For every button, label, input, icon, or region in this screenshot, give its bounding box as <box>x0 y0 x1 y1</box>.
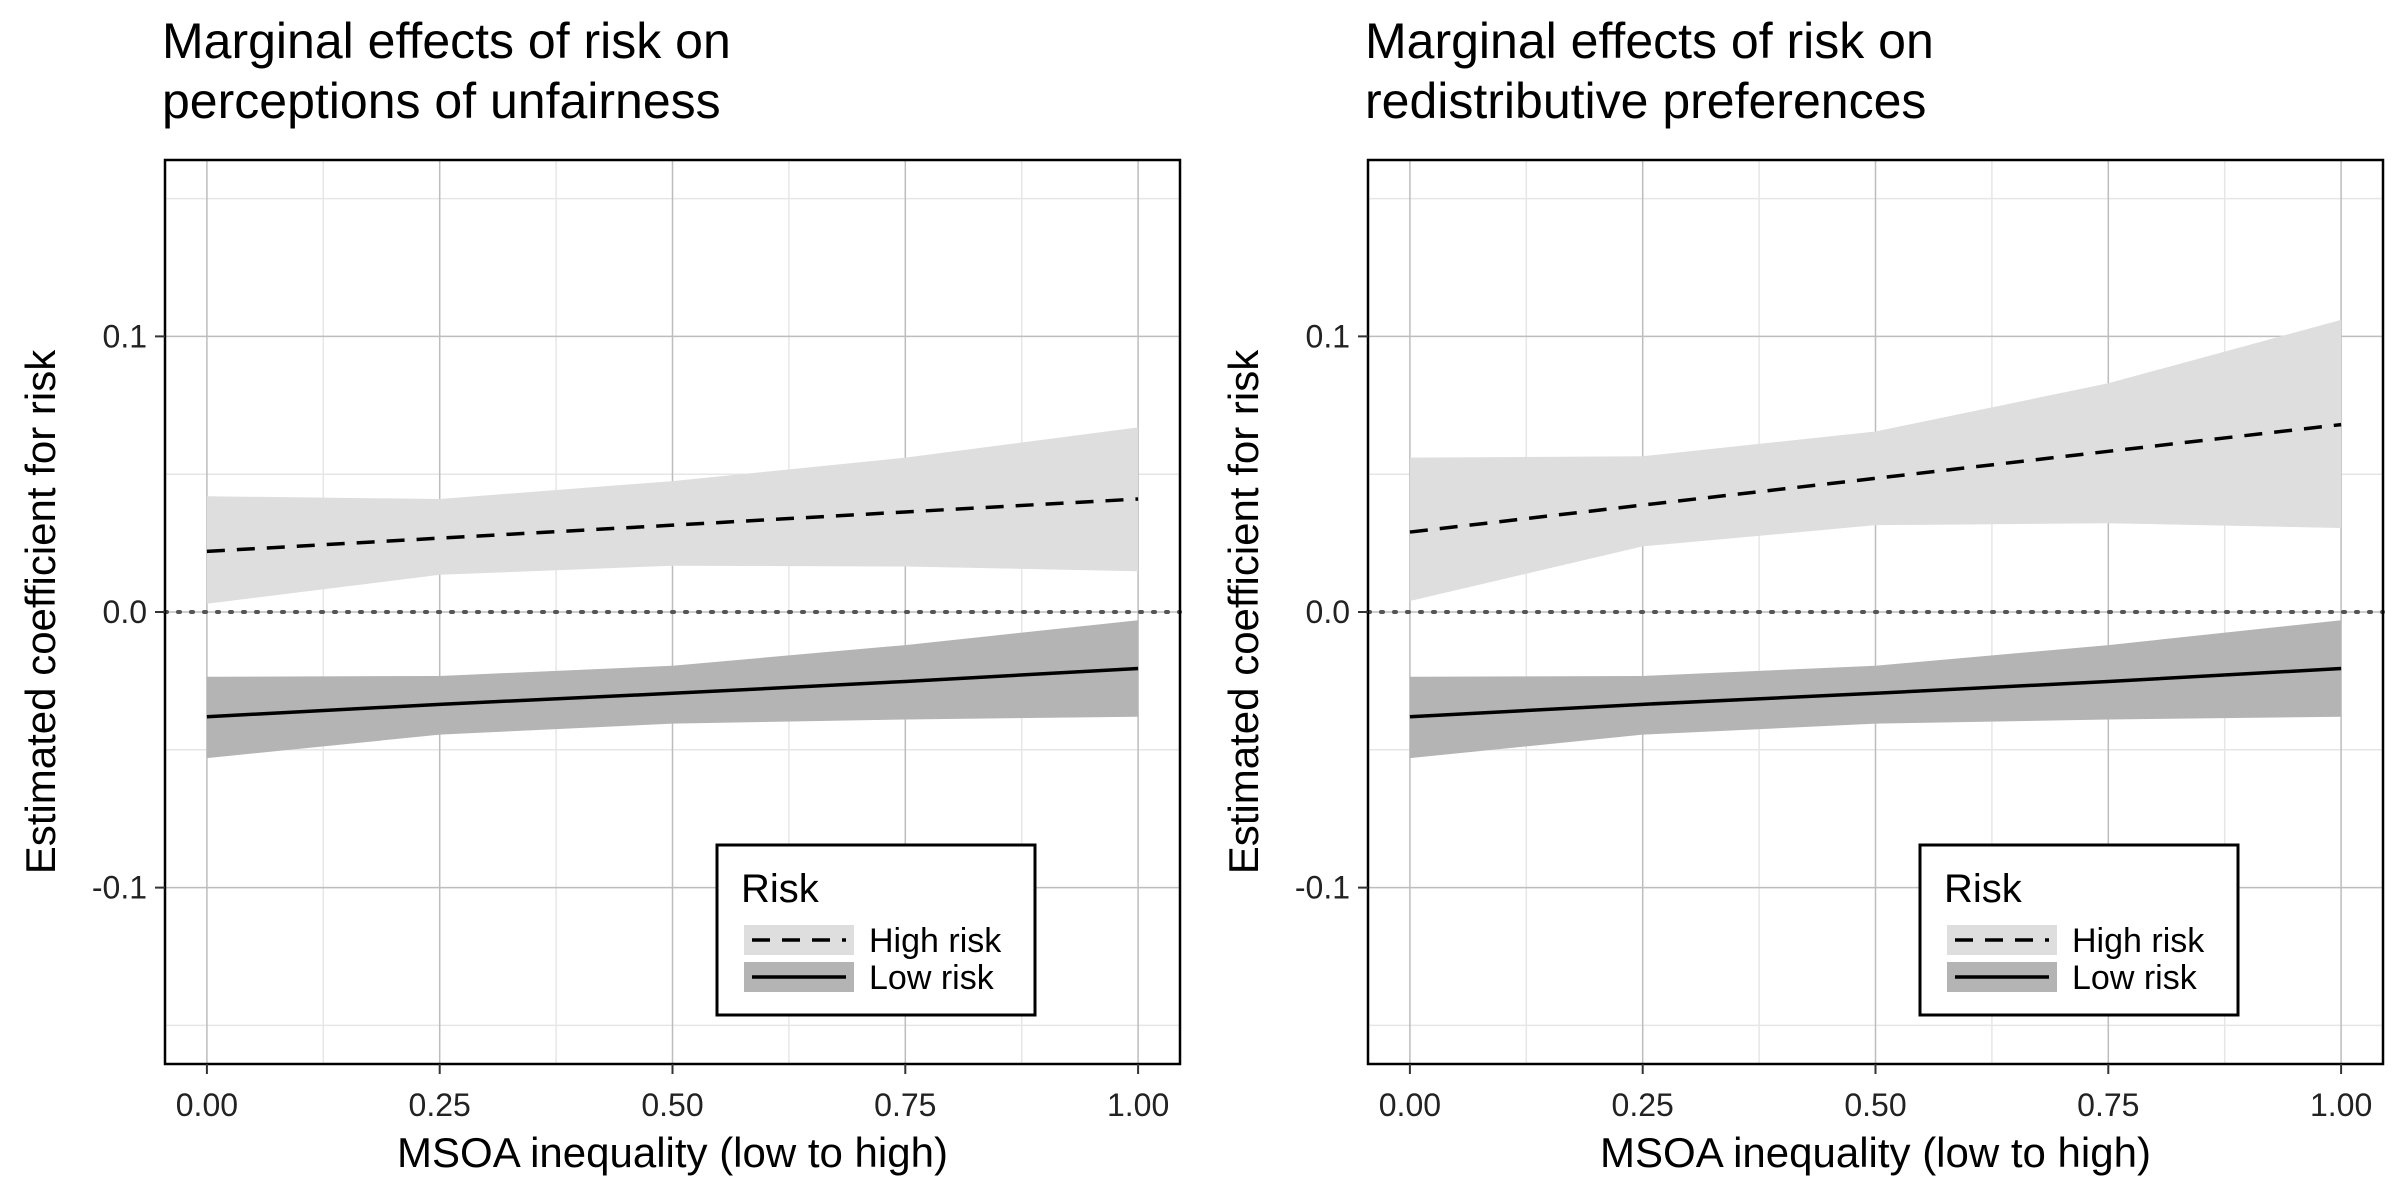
x-tick-label: 0.25 <box>1612 1087 1674 1123</box>
chart-title-line: perceptions of unfairness <box>162 73 721 129</box>
y-tick-label: -0.1 <box>92 870 147 906</box>
legend-title: Risk <box>741 867 820 911</box>
y-axis-title: Estimated coefficient for risk <box>17 349 64 874</box>
series-line-low-risk <box>1409 666 2342 719</box>
x-tick-label: 0.50 <box>1844 1087 1906 1123</box>
y-tick-label: 0.0 <box>1306 594 1350 630</box>
y-tick-label: 0.1 <box>1306 318 1350 354</box>
chart-title-line: Marginal effects of risk on <box>1365 13 1934 69</box>
x-tick-label: 0.75 <box>874 1087 936 1123</box>
x-tick-label: 0.25 <box>409 1087 471 1123</box>
x-tick-label: 0.00 <box>176 1087 238 1123</box>
x-tick-label: 1.00 <box>1107 1087 1169 1123</box>
legend-label-low-risk: Low risk <box>2072 959 2198 997</box>
confidence-band-high-risk <box>206 427 1139 604</box>
series-line-high-risk <box>206 497 1139 554</box>
x-tick-label: 1.00 <box>2310 1087 2372 1123</box>
chart-panel-2: Marginal effects of risk on redistributi… <box>1220 13 2385 1176</box>
y-axis-title: Estimated coefficient for risk <box>1220 349 1267 874</box>
series-line-high-risk <box>1409 422 2342 534</box>
series-line-low-risk <box>206 666 1139 719</box>
confidence-band-low-risk <box>206 620 1139 759</box>
x-tick-label: 0.75 <box>2077 1087 2139 1123</box>
confidence-band-high-risk <box>1409 319 2342 601</box>
chart-title-line: Marginal effects of risk on <box>162 13 731 69</box>
x-tick-label: 0.00 <box>1379 1087 1441 1123</box>
y-tick-label: -0.1 <box>1295 870 1350 906</box>
x-axis-title: MSOA inequality (low to high) <box>397 1129 948 1176</box>
legend-label-high-risk: High risk <box>2072 922 2205 960</box>
chart-panel-1: Marginal effects of risk on perceptions … <box>17 13 1182 1176</box>
chart-title-line: redistributive preferences <box>1365 73 1926 129</box>
x-axis-title: MSOA inequality (low to high) <box>1600 1129 2151 1176</box>
x-tick-label: 0.50 <box>641 1087 703 1123</box>
legend-label-high-risk: High risk <box>869 922 1002 960</box>
y-tick-label: 0.0 <box>103 594 147 630</box>
legend-label-low-risk: Low risk <box>869 959 995 997</box>
legend-title: Risk <box>1944 867 2023 911</box>
y-tick-label: 0.1 <box>103 318 147 354</box>
confidence-band-low-risk <box>1409 620 2342 759</box>
